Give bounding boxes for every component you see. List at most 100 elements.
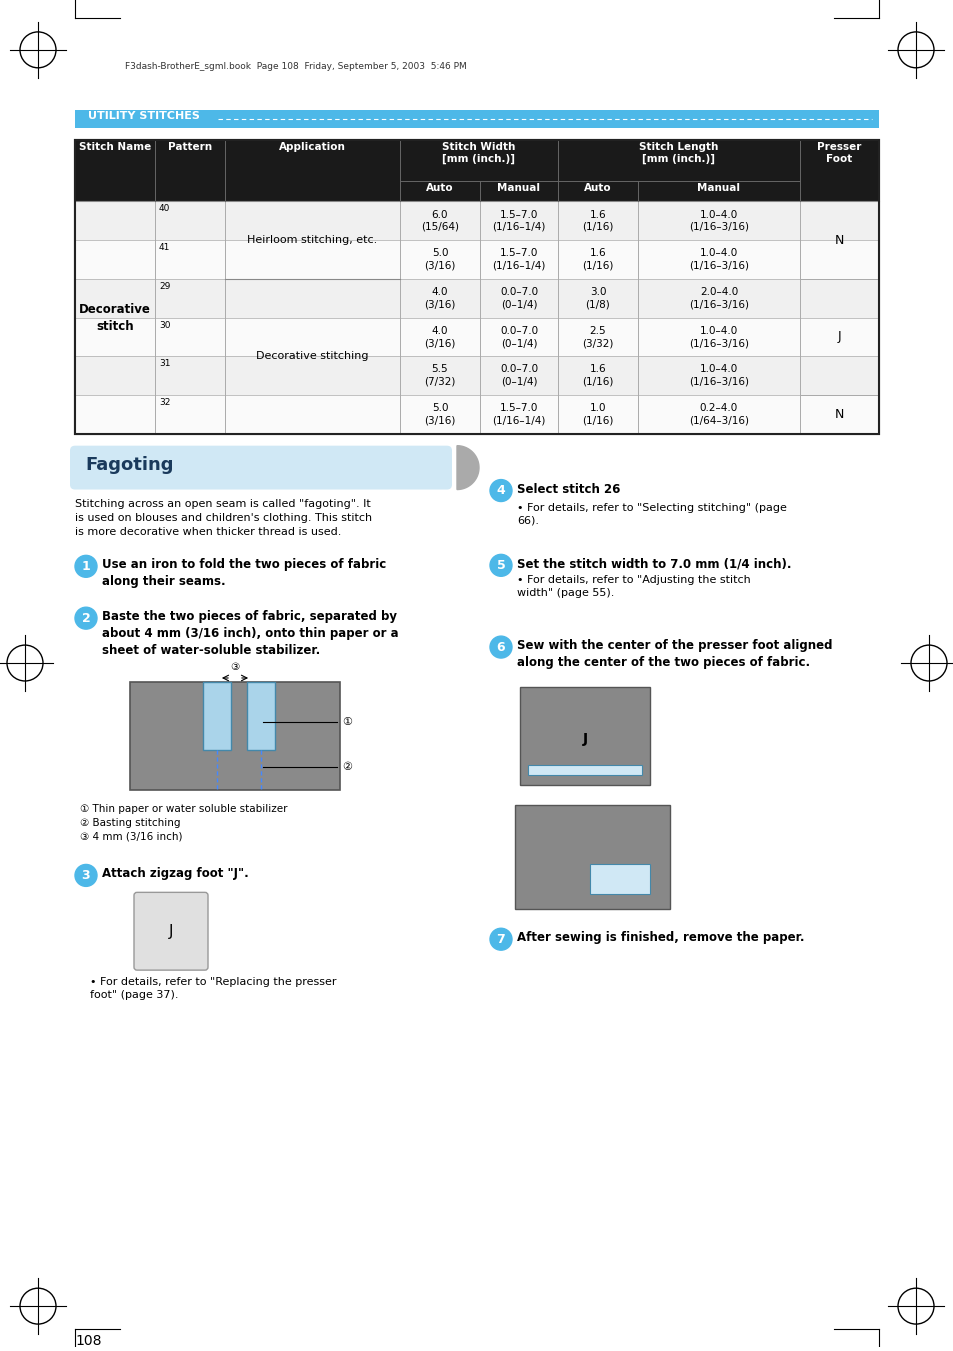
Text: 1.5–7.0
(1/16–1/4): 1.5–7.0 (1/16–1/4) — [492, 249, 545, 270]
Circle shape — [490, 636, 512, 658]
Text: 1.6
(1/16): 1.6 (1/16) — [581, 365, 613, 386]
FancyBboxPatch shape — [133, 893, 208, 970]
Text: ② Basting stitching: ② Basting stitching — [80, 817, 180, 828]
Text: Attach zigzag foot "J".: Attach zigzag foot "J". — [102, 867, 249, 881]
Text: • For details, refer to "Replacing the presser
foot" (page 37).: • For details, refer to "Replacing the p… — [90, 977, 336, 1000]
Bar — [203, 682, 231, 750]
Text: Select stitch 26: Select stitch 26 — [517, 482, 619, 496]
Bar — [527, 765, 641, 774]
Text: ③ 4 mm (3/16 inch): ③ 4 mm (3/16 inch) — [80, 831, 182, 842]
Text: J: J — [837, 331, 841, 343]
Text: Decorative stitching: Decorative stitching — [256, 351, 369, 361]
Bar — [75, 394, 878, 434]
Text: Use an iron to fold the two pieces of fabric
along their seams.: Use an iron to fold the two pieces of fa… — [102, 558, 386, 588]
Text: Manual: Manual — [497, 184, 540, 193]
Text: Auto: Auto — [426, 184, 454, 193]
Text: J: J — [582, 732, 587, 746]
Text: Presser
Foot: Presser Foot — [817, 142, 861, 163]
Text: 108: 108 — [75, 1333, 101, 1348]
Text: Application: Application — [279, 142, 346, 151]
Text: ①: ① — [341, 717, 352, 727]
Text: 1.0
(1/16): 1.0 (1/16) — [581, 403, 613, 426]
Text: 31: 31 — [159, 359, 171, 369]
Text: ① Thin paper or water soluble stabilizer: ① Thin paper or water soluble stabilizer — [80, 804, 287, 813]
Circle shape — [490, 480, 512, 501]
Text: 1: 1 — [82, 559, 91, 573]
Text: 0.0–7.0
(0–1/4): 0.0–7.0 (0–1/4) — [499, 365, 537, 386]
Text: 4: 4 — [497, 484, 505, 497]
Text: 5.0
(3/16): 5.0 (3/16) — [424, 249, 456, 270]
Text: Fagoting: Fagoting — [85, 455, 173, 474]
Text: 7: 7 — [497, 932, 505, 946]
Text: N: N — [834, 234, 843, 247]
Text: 5.0
(3/16): 5.0 (3/16) — [424, 403, 456, 426]
Text: 1.0–4.0
(1/16–3/16): 1.0–4.0 (1/16–3/16) — [688, 365, 748, 386]
Text: 41: 41 — [159, 243, 171, 253]
Text: 32: 32 — [159, 399, 171, 407]
Circle shape — [75, 865, 97, 886]
Bar — [519, 686, 649, 785]
Text: Stitch Width
[mm (inch.)]: Stitch Width [mm (inch.)] — [442, 142, 516, 165]
Text: 1.0–4.0
(1/16–3/16): 1.0–4.0 (1/16–3/16) — [688, 209, 748, 232]
Bar — [75, 139, 878, 434]
Text: 1.0–4.0
(1/16–3/16): 1.0–4.0 (1/16–3/16) — [688, 326, 748, 349]
Text: 3.0
(1/8): 3.0 (1/8) — [585, 286, 610, 309]
Text: 30: 30 — [159, 320, 171, 330]
Text: 5.5
(7/32): 5.5 (7/32) — [424, 365, 456, 386]
Bar — [75, 357, 878, 394]
Text: Stitch Length
[mm (inch.)]: Stitch Length [mm (inch.)] — [639, 142, 718, 165]
Bar — [589, 865, 649, 894]
Text: 4.0
(3/16): 4.0 (3/16) — [424, 286, 456, 309]
Text: 2.5
(3/32): 2.5 (3/32) — [581, 326, 613, 349]
Text: 29: 29 — [159, 282, 171, 290]
Text: Stitch Name: Stitch Name — [79, 142, 151, 151]
Text: Set the stitch width to 7.0 mm (1/4 inch).: Set the stitch width to 7.0 mm (1/4 inch… — [517, 558, 791, 570]
Text: 1.6
(1/16): 1.6 (1/16) — [581, 209, 613, 232]
Bar — [75, 278, 878, 317]
Text: Baste the two pieces of fabric, separated by
about 4 mm (3/16 inch), onto thin p: Baste the two pieces of fabric, separate… — [102, 611, 398, 657]
Text: • For details, refer to "Selecting stitching" (page
66).: • For details, refer to "Selecting stitc… — [517, 503, 786, 526]
Circle shape — [75, 555, 97, 577]
Text: • For details, refer to "Adjusting the stitch
width" (page 55).: • For details, refer to "Adjusting the s… — [517, 576, 750, 598]
Text: 6: 6 — [497, 640, 505, 654]
Text: 1.0–4.0
(1/16–3/16): 1.0–4.0 (1/16–3/16) — [688, 249, 748, 270]
Bar — [515, 805, 669, 909]
Bar — [75, 139, 878, 434]
Text: Auto: Auto — [583, 184, 611, 193]
Text: ②: ② — [341, 762, 352, 771]
Bar — [75, 240, 878, 278]
FancyBboxPatch shape — [70, 446, 452, 489]
Text: 0.2–4.0
(1/64–3/16): 0.2–4.0 (1/64–3/16) — [688, 403, 748, 426]
Text: 2: 2 — [82, 612, 91, 624]
Polygon shape — [456, 446, 478, 489]
Circle shape — [75, 607, 97, 630]
Text: 40: 40 — [159, 204, 171, 213]
Text: N: N — [834, 408, 843, 422]
Text: 1.5–7.0
(1/16–1/4): 1.5–7.0 (1/16–1/4) — [492, 209, 545, 232]
Text: 1.6
(1/16): 1.6 (1/16) — [581, 249, 613, 270]
Text: Pattern: Pattern — [168, 142, 212, 151]
Bar — [75, 201, 878, 240]
Bar — [75, 139, 878, 201]
Bar — [75, 109, 878, 127]
Text: J: J — [169, 924, 173, 939]
Text: F3dash-BrotherE_sgml.book  Page 108  Friday, September 5, 2003  5:46 PM: F3dash-BrotherE_sgml.book Page 108 Frida… — [125, 62, 466, 70]
Bar — [130, 682, 339, 790]
Bar — [75, 317, 878, 357]
Text: Sew with the center of the presser foot aligned
along the center of the two piec: Sew with the center of the presser foot … — [517, 639, 832, 669]
Text: Manual: Manual — [697, 184, 740, 193]
Bar — [247, 682, 274, 750]
Text: After sewing is finished, remove the paper.: After sewing is finished, remove the pap… — [517, 931, 803, 944]
Text: Heirloom stitching, etc.: Heirloom stitching, etc. — [247, 235, 377, 245]
Circle shape — [490, 554, 512, 577]
Circle shape — [490, 928, 512, 950]
Text: 2.0–4.0
(1/16–3/16): 2.0–4.0 (1/16–3/16) — [688, 286, 748, 309]
Text: 4.0
(3/16): 4.0 (3/16) — [424, 326, 456, 349]
Text: 5: 5 — [497, 559, 505, 571]
Text: 0.0–7.0
(0–1/4): 0.0–7.0 (0–1/4) — [499, 286, 537, 309]
Text: 0.0–7.0
(0–1/4): 0.0–7.0 (0–1/4) — [499, 326, 537, 349]
Text: Decorative
stitch: Decorative stitch — [79, 303, 151, 332]
Text: 1.5–7.0
(1/16–1/4): 1.5–7.0 (1/16–1/4) — [492, 403, 545, 426]
Text: 6.0
(15/64): 6.0 (15/64) — [420, 209, 458, 232]
Text: UTILITY STITCHES: UTILITY STITCHES — [88, 111, 200, 120]
